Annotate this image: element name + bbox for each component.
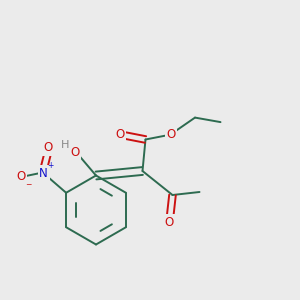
Text: +: + bbox=[47, 161, 54, 170]
Text: H: H bbox=[61, 140, 69, 151]
Text: O: O bbox=[44, 141, 53, 154]
Text: O: O bbox=[167, 128, 176, 141]
Text: −: − bbox=[25, 180, 31, 189]
Text: O: O bbox=[165, 215, 174, 229]
Text: N: N bbox=[39, 167, 48, 180]
Text: O: O bbox=[16, 170, 26, 183]
Text: O: O bbox=[70, 146, 80, 160]
Text: O: O bbox=[116, 128, 124, 141]
